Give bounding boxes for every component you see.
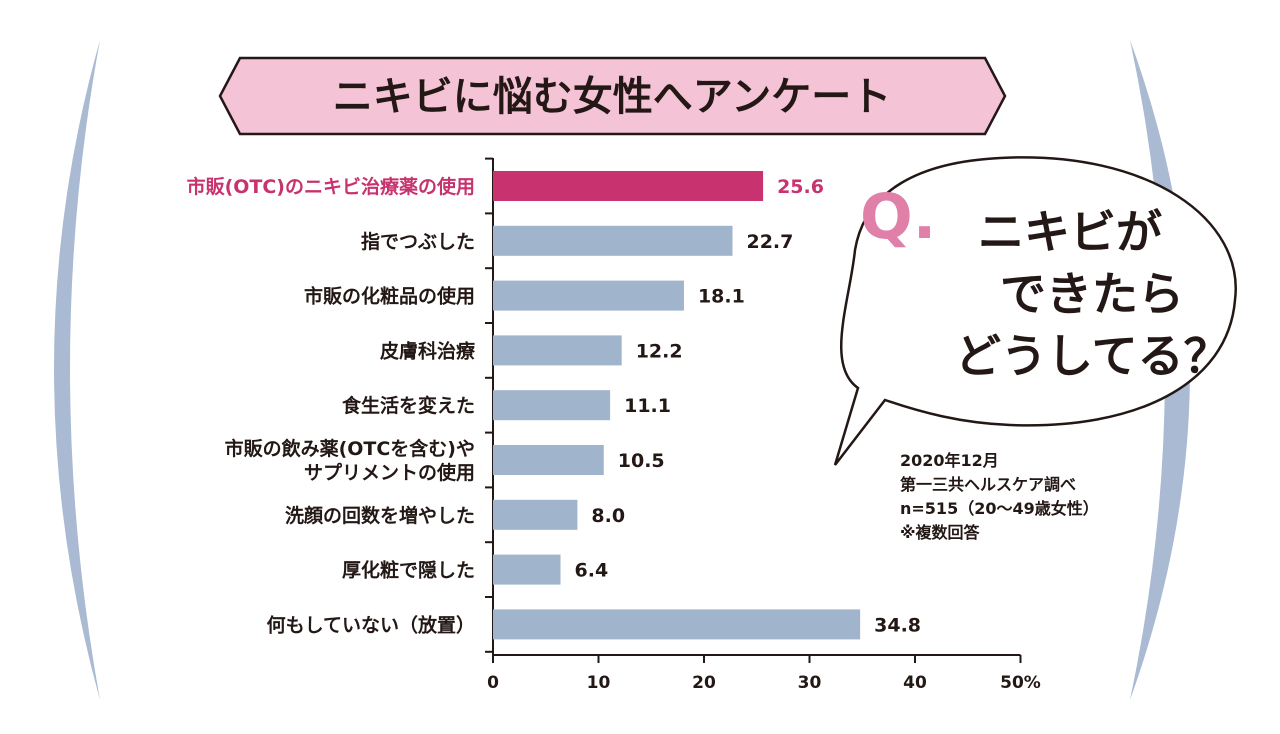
question-line-3: どうしてる？ xyxy=(955,329,1230,383)
bar xyxy=(493,609,861,640)
category-label: 市販の飲み薬(OTCを含む)や xyxy=(225,437,475,460)
source-note-line-1: 2020年12月 xyxy=(900,451,999,470)
category-label: 洗顔の回数を増やした xyxy=(285,504,475,527)
bar-chart: 0 10 20 30 40 50% 25.6 市販(OTC)のニキビ治療薬の使用 22.7 指でつ… xyxy=(187,157,1041,693)
x-tick-label: 0 xyxy=(487,673,499,693)
bar xyxy=(493,390,611,421)
value-label: 11.1 xyxy=(624,395,671,417)
x-tick-label: 10 xyxy=(587,673,611,693)
bar xyxy=(493,499,578,530)
question-line-1: ニキビが xyxy=(978,205,1162,259)
source-note-line-4: ※複数回答 xyxy=(900,523,981,542)
value-label: 22.7 xyxy=(746,231,793,253)
question-mark-q: Q. xyxy=(860,180,936,253)
bar xyxy=(493,280,684,311)
bar xyxy=(493,554,561,585)
bar xyxy=(493,171,764,201)
speech-bubble-shape xyxy=(833,156,1237,466)
value-label: 18.1 xyxy=(698,286,745,308)
value-label: 8.0 xyxy=(591,505,625,527)
category-label: 食生活を変えた xyxy=(342,394,475,417)
value-label: 34.8 xyxy=(874,614,921,636)
x-tick-label: 40 xyxy=(903,673,927,693)
question-bubble: Q. ニキビが できたら どうしてる？ xyxy=(833,156,1237,466)
category-label: 厚化粧で隠した xyxy=(342,559,475,582)
x-tick-label: 20 xyxy=(692,673,716,693)
title-banner-shape xyxy=(218,56,1007,136)
bar xyxy=(493,335,622,366)
x-tick-label: 30 xyxy=(798,673,822,693)
category-label: 指でつぶした xyxy=(361,231,475,253)
left-parenthesis-decoration xyxy=(54,40,100,700)
value-label: 12.2 xyxy=(636,340,683,362)
category-label: 市販(OTC)のニキビ治療薬の使用 xyxy=(187,175,475,198)
source-note-line-2: 第一三共ヘルスケア調べ xyxy=(900,475,1076,494)
title-banner: ニキビに悩む女性へアンケート xyxy=(218,56,1007,136)
source-note-line-3: n=515（20〜49歳女性） xyxy=(900,499,1099,518)
value-label: 25.6 xyxy=(777,176,824,198)
question-line-2: できたら xyxy=(1000,267,1184,321)
category-label: 皮膚科治療 xyxy=(380,339,476,362)
x-tick-label: 50% xyxy=(1000,673,1041,693)
bar xyxy=(493,445,604,475)
value-label: 6.4 xyxy=(575,560,609,582)
source-note: 2020年12月 第一三共ヘルスケア調べ n=515（20〜49歳女性） ※複数… xyxy=(900,451,1099,542)
bar xyxy=(493,225,733,256)
category-label: 市販の化粧品の使用 xyxy=(304,285,475,308)
category-label: 何もしていない（放置） xyxy=(267,613,475,636)
category-label: サプリメントの使用 xyxy=(304,461,475,484)
chart-title: ニキビに悩む女性へアンケート xyxy=(333,74,891,120)
value-label: 10.5 xyxy=(618,450,665,472)
